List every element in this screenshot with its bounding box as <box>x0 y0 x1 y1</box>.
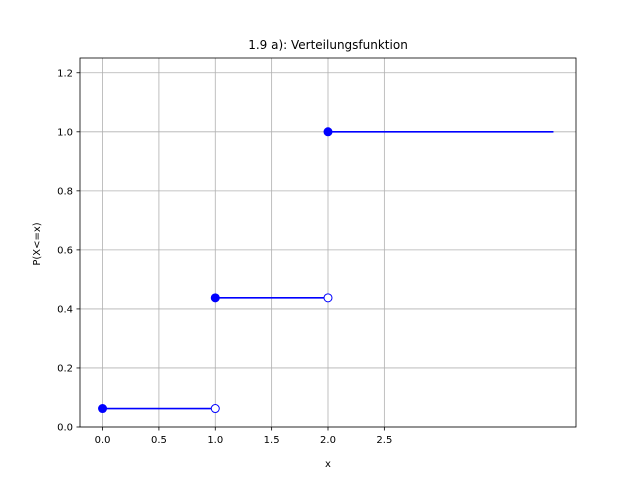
series <box>98 127 554 414</box>
filled-point <box>210 293 220 303</box>
grid <box>80 58 576 428</box>
x-tick-label: 0.5 <box>151 435 167 446</box>
x-tick-label: 2.5 <box>376 435 392 446</box>
x-axis-ticks: 0.0 0.5 1.0 1.5 2.0 2.5 <box>95 427 392 446</box>
filled-point <box>323 127 333 137</box>
chart-title: 1.9 a): Verteilungsfunktion <box>248 38 408 52</box>
x-tick-label: 1.5 <box>264 435 280 446</box>
y-axis-ticks: 0.0 0.2 0.4 0.6 0.8 1.0 1.2 <box>57 68 80 434</box>
open-point <box>323 293 333 303</box>
y-tick-label: 0.8 <box>57 186 73 197</box>
x-tick-label: 2.0 <box>320 435 336 446</box>
y-tick-label: 0.0 <box>57 423 73 434</box>
y-tick-label: 1.2 <box>57 68 73 79</box>
y-tick-label: 0.6 <box>57 245 73 256</box>
filled-point <box>98 404 108 414</box>
x-tick-label: 1.0 <box>207 435 223 446</box>
x-tick-label: 0.0 <box>95 435 111 446</box>
open-point <box>210 404 220 414</box>
y-axis-label: P(X<=x) <box>32 222 43 265</box>
y-tick-label: 1.0 <box>57 127 73 138</box>
x-axis-label: x <box>325 459 331 470</box>
y-tick-label: 0.2 <box>57 363 73 374</box>
y-tick-label: 0.4 <box>57 304 73 315</box>
